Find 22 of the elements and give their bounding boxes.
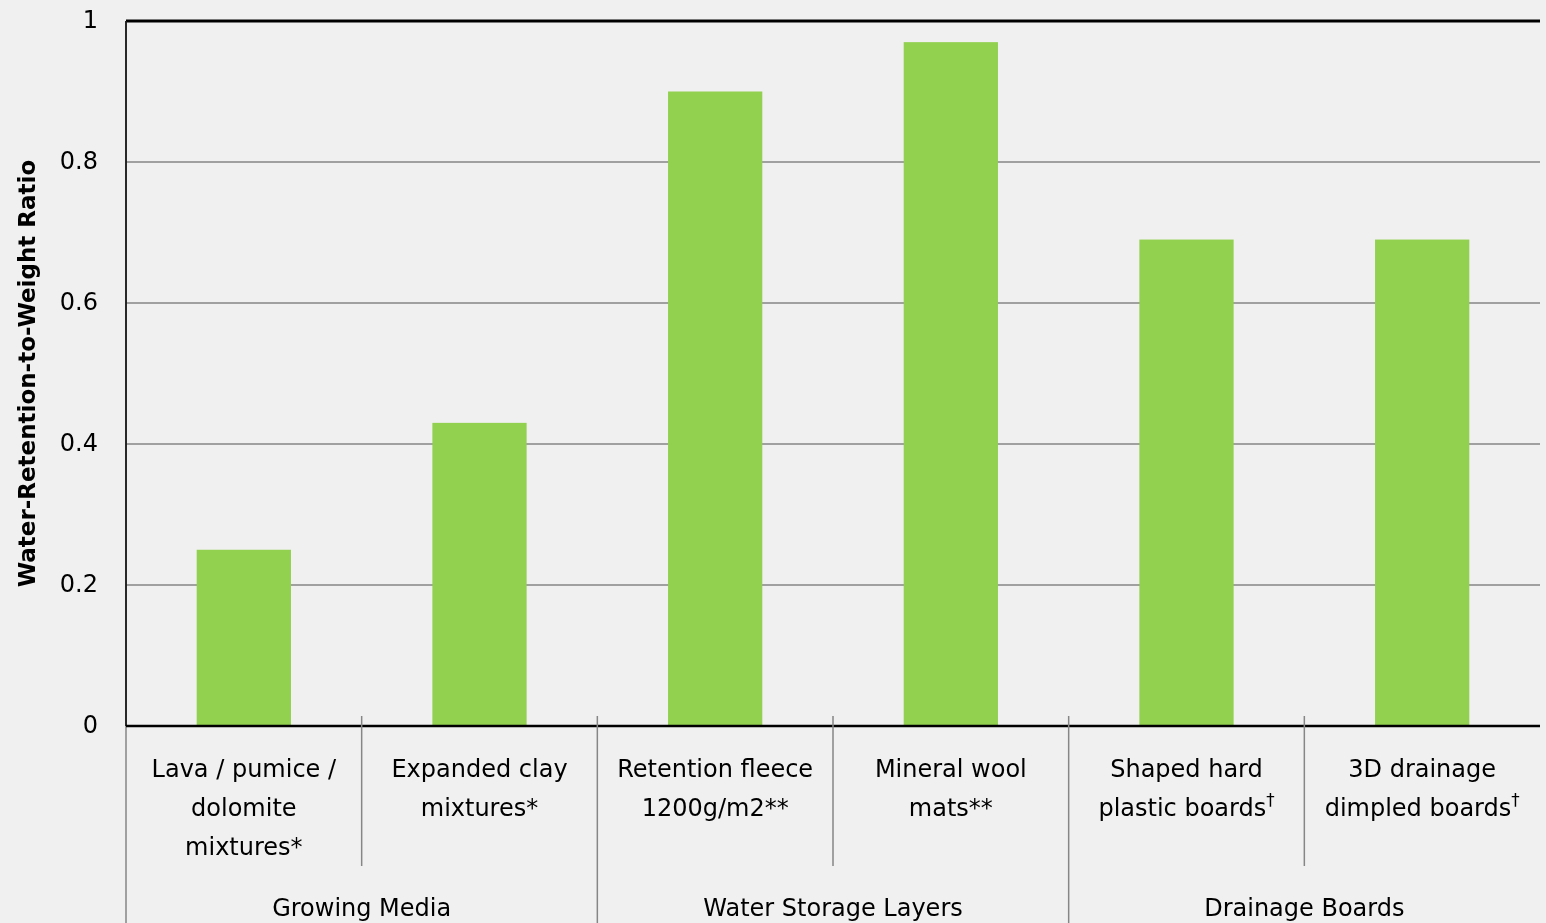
bar: [196, 549, 291, 726]
text: Water Storage Layers: [703, 894, 963, 922]
x-tick-label: Lava / pumice / dolomite mixtures*: [151, 755, 337, 861]
bar: [668, 91, 763, 726]
x-tick-label: Retention fleece 1200g/m2**: [617, 755, 814, 822]
y-axis-title: Water-Retention-to-Weight Ratio: [14, 159, 40, 588]
text: Growing Media: [272, 894, 452, 922]
text: Drainage Boards: [1204, 894, 1405, 922]
y-tick-label: 0.4: [59, 429, 98, 457]
x-tick-label: Mineral wool mats**: [874, 755, 1027, 822]
y-tick-label: 0: [82, 711, 98, 739]
y-tick-label: 0.6: [59, 288, 98, 316]
bar: [1139, 239, 1234, 726]
x-tick-label: Shaped hard plastic boards$^{†}$: [1098, 755, 1275, 822]
y-tick-label: 1: [82, 6, 98, 34]
bar: [903, 42, 998, 726]
y-tick-label: 0.2: [59, 570, 98, 598]
bar: [1375, 239, 1470, 726]
x-tick-label: Expanded clay mixtures*: [391, 755, 568, 822]
y-tick-label: 0.8: [59, 147, 98, 175]
bar: [432, 422, 527, 726]
x-tick-label: 3D drainage dimpled boards$^{†}$: [1324, 755, 1520, 822]
